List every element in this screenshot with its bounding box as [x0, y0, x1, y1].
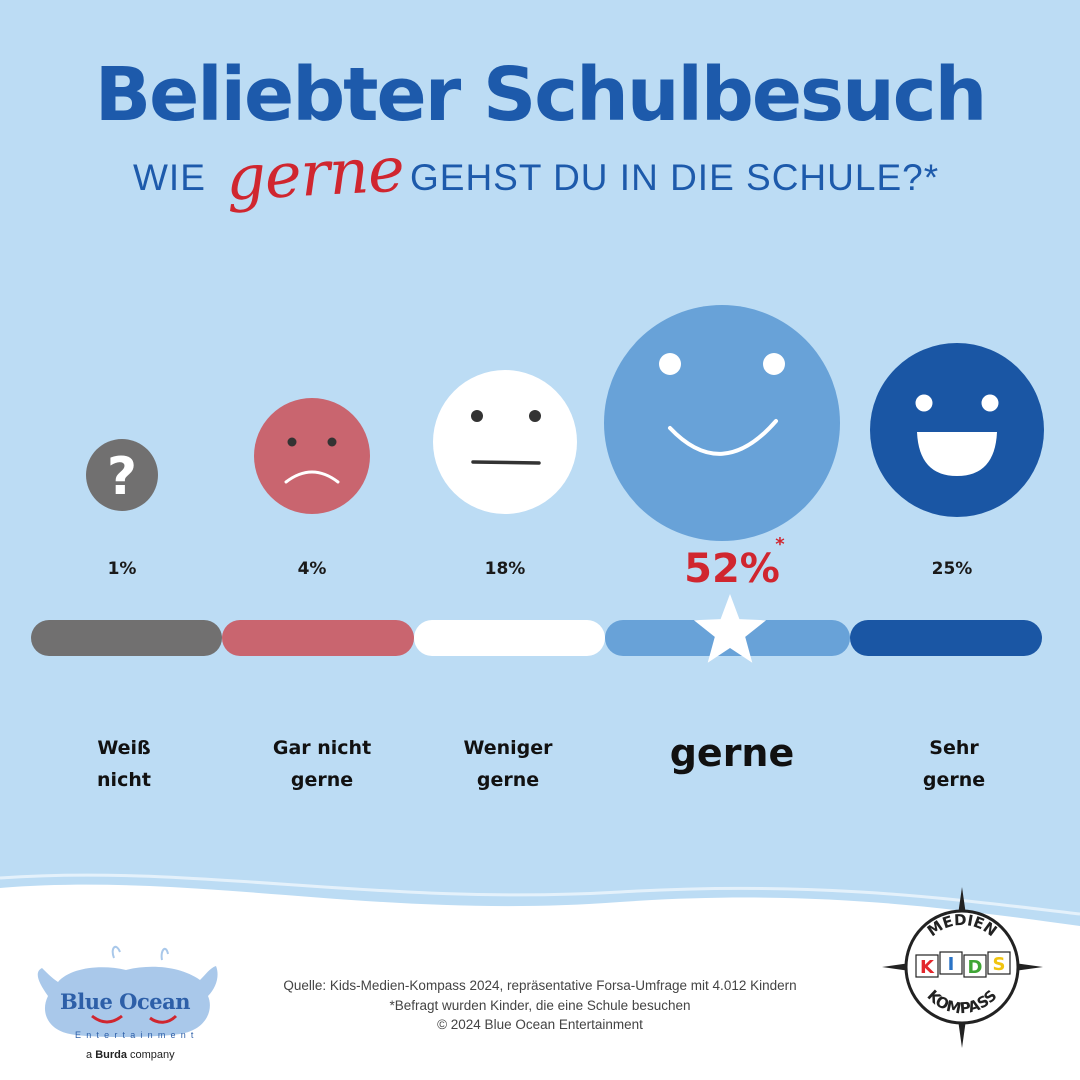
category-label-line: Weiß	[97, 737, 150, 759]
bar-segment-2	[222, 620, 414, 656]
burda-brand: Burda	[95, 1049, 127, 1061]
kids-letter: K	[920, 957, 935, 978]
face-circle	[254, 398, 370, 514]
question-mark: ?	[107, 447, 137, 507]
category-label-line: gerne	[670, 731, 795, 775]
face-circle	[870, 343, 1044, 517]
copyright-line: © 2024 Blue Ocean Entertainment	[437, 1017, 643, 1032]
kids-letter-box	[987, 951, 1011, 975]
value-label-4: 52%	[684, 546, 780, 592]
category-label-3: Weniger gerne	[463, 737, 553, 791]
kids-letter-box	[963, 954, 987, 978]
bar-segment-5	[850, 620, 1042, 656]
category-label-line: Weniger	[463, 737, 553, 759]
category-label-line: Sehr	[929, 737, 979, 759]
bar-segment-3	[414, 620, 605, 656]
source-note: Quelle: Kids-Medien-Kompass 2024, repräs…	[240, 976, 840, 1035]
eye-right	[981, 394, 999, 412]
smile-face-icon	[604, 305, 840, 541]
eye-left	[915, 394, 933, 412]
eye-right	[529, 410, 541, 422]
category-label-line: Gar nicht	[273, 737, 371, 759]
category-label-line: gerne	[291, 769, 353, 791]
category-label-1: Weiß nicht	[97, 737, 151, 791]
category-label-5: Sehr gerne	[923, 737, 985, 791]
source-line: Quelle: Kids-Medien-Kompass 2024, repräs…	[283, 978, 797, 993]
blue-ocean-logo	[37, 945, 218, 1037]
subtitle-prefix: WIE	[133, 157, 206, 198]
value-label-5: 25%	[932, 559, 973, 579]
tagline-prefix: a	[86, 1049, 93, 1061]
entertainment-wordmark: Entertainment	[75, 1030, 199, 1040]
eye-left	[471, 410, 483, 422]
question-icon: ?	[86, 439, 158, 511]
flat-mouth	[471, 460, 541, 465]
tagline-suffix: company	[130, 1049, 175, 1061]
subtitle-question: GEHST DU IN DIE SCHULE?*	[410, 157, 940, 198]
page-title: Beliebter Schulbesuch	[94, 52, 988, 138]
kids-letter: S	[993, 954, 1006, 975]
eye-right	[763, 353, 785, 375]
laughing-face-icon	[870, 343, 1044, 517]
neutral-face-icon	[433, 370, 577, 514]
kids-letter: I	[948, 954, 955, 975]
category-label-line: gerne	[477, 769, 539, 791]
burda-tagline: a Burda company	[86, 1049, 175, 1061]
blue-ocean-wordmark: Blue Ocean	[60, 989, 190, 1014]
category-label-line: nicht	[97, 769, 151, 791]
smile-mouth	[668, 419, 778, 456]
face-circle	[433, 370, 577, 514]
category-label-4: gerne	[670, 731, 795, 775]
eye-left	[659, 353, 681, 375]
category-label-line: gerne	[923, 769, 985, 791]
kids-letter: D	[968, 957, 983, 978]
kids-letter-box	[915, 954, 939, 978]
page-subtitle: WIE gerne GEHST DU IN DIE SCHULE?*	[0, 132, 1080, 245]
value-label-2: 4%	[298, 559, 327, 579]
bar-segment-1	[31, 620, 222, 656]
star-icon	[693, 594, 767, 663]
eye-left	[287, 437, 297, 447]
sad-face-icon	[254, 398, 370, 514]
value-label-1: 1%	[108, 559, 137, 579]
face-circle	[86, 439, 158, 511]
value-label-3: 18%	[485, 559, 526, 579]
footnote-line: *Befragt wurden Kinder, die eine Schule …	[389, 997, 691, 1013]
category-label-2: Gar nicht gerne	[273, 737, 371, 791]
kids-letter-box	[939, 951, 963, 975]
value-footnote-marker: *	[775, 534, 785, 555]
frown-mouth	[284, 470, 340, 484]
eye-right	[327, 437, 337, 447]
laugh-mouth	[917, 432, 997, 476]
